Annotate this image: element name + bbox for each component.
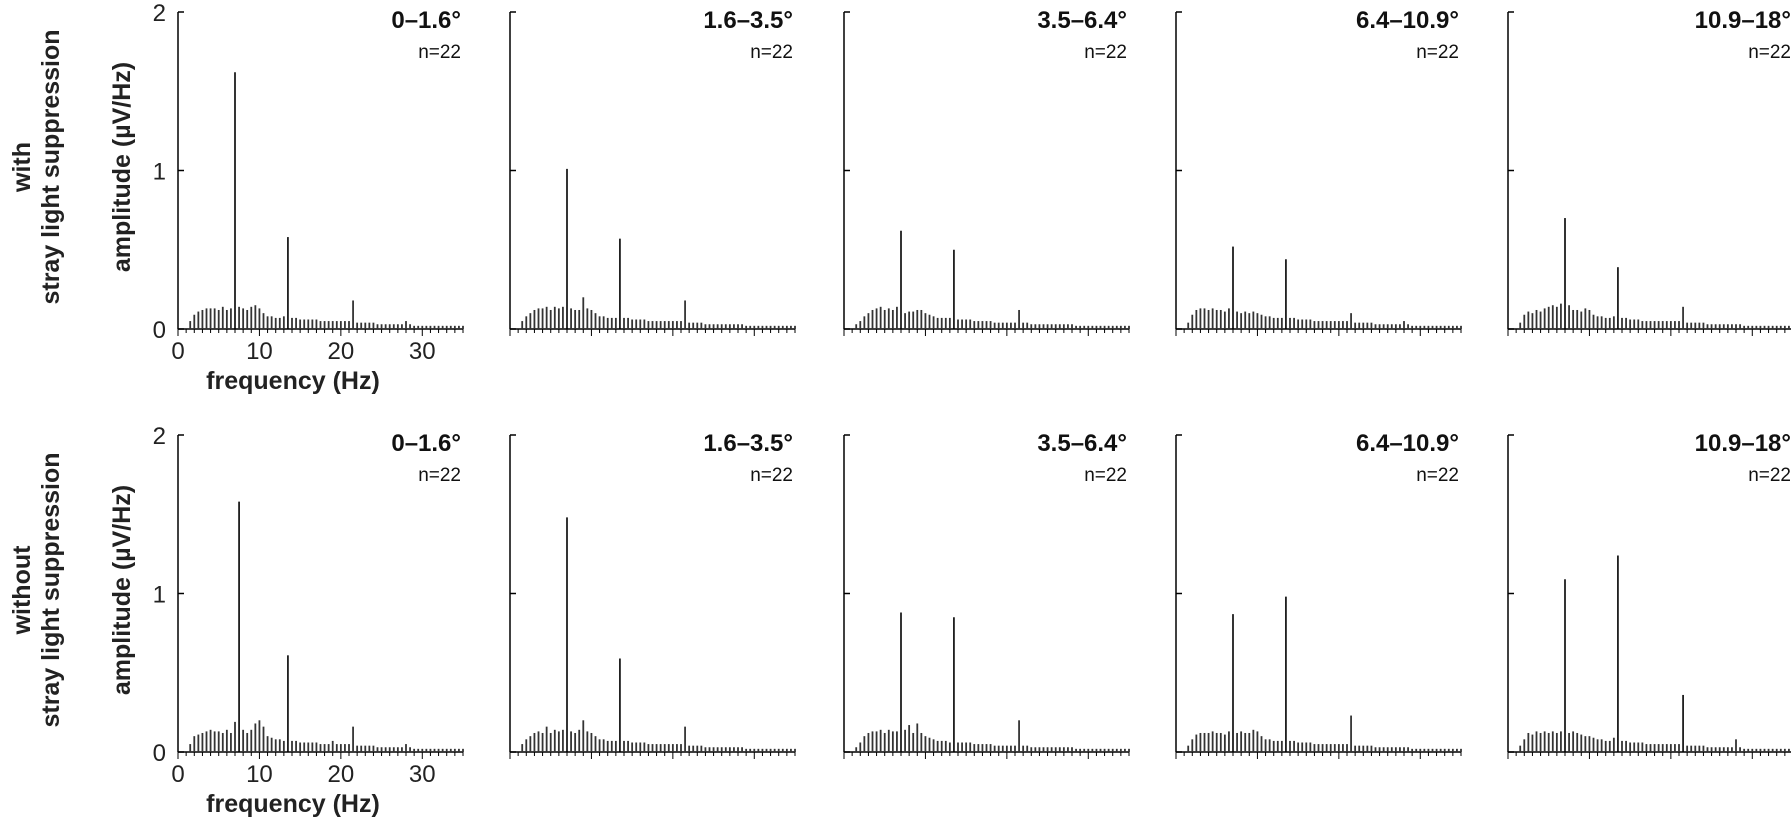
panel-0-4: 10.9–18° n=22 [1507,7,1791,336]
panel-title: 3.5–6.4° [1037,7,1127,34]
panel-title: 0–1.6° [391,430,461,457]
panel-0-2: 3.5–6.4° n=22 [843,7,1130,336]
panel-n-label: n=22 [1416,465,1459,486]
y-tick-label: 2 [153,0,166,27]
panel-title: 1.6–3.5° [703,7,793,34]
panel-1-1: 1.6–3.5° n=22 [509,430,796,759]
x-tick-label: 30 [409,338,436,365]
panel-n-label: n=22 [1084,465,1127,486]
panel-1-4: 10.9–18° n=22 [1507,430,1791,759]
row-label-line1: without [8,545,36,636]
panel-n-label: n=22 [750,465,793,486]
row-label-line2: stray light suppression [37,29,65,304]
panel-n-label: n=22 [1748,42,1791,63]
panel-1-2: 3.5–6.4° n=22 [843,430,1130,759]
row-label-0: with stray light suppression [8,29,65,304]
x-tick-label: 0 [171,338,184,365]
panel-1-3: 6.4–10.9° n=22 [1175,430,1462,759]
x-tick-label: 20 [328,338,355,365]
panel-title: 0–1.6° [391,7,461,34]
y-tick-label: 1 [153,582,166,609]
panel-title: 1.6–3.5° [703,430,793,457]
panel-title: 3.5–6.4° [1037,430,1127,457]
y-axis-label: amplitude (µV/Hz) [108,62,136,272]
panel-n-label: n=22 [418,465,461,486]
x-tick-label: 0 [171,761,184,788]
row-label-1: without stray light suppression [8,452,65,727]
row-label-line1: with [8,142,36,193]
panel-n-label: n=22 [750,42,793,63]
x-axis-label: frequency (Hz) [206,367,380,395]
y-tick-label: 2 [153,423,166,450]
panel-title: 6.4–10.9° [1356,430,1459,457]
x-axis-label: frequency (Hz) [206,790,380,818]
panel-n-label: n=22 [1748,465,1791,486]
panel-0-3: 6.4–10.9° n=22 [1175,7,1462,336]
panel-title: 10.9–18° [1695,430,1791,457]
panel-n-label: n=22 [418,42,461,63]
y-tick-label: 0 [153,740,166,767]
panel-title: 10.9–18° [1695,7,1791,34]
y-tick-label: 1 [153,159,166,186]
row-label-line2: stray light suppression [37,452,65,727]
panel-n-label: n=22 [1084,42,1127,63]
panel-n-label: n=22 [1416,42,1459,63]
y-tick-label: 0 [153,317,166,344]
x-tick-label: 10 [246,338,273,365]
x-tick-label: 10 [246,761,273,788]
y-axis-label: amplitude (µV/Hz) [108,485,136,695]
panel-title: 6.4–10.9° [1356,7,1459,34]
x-tick-label: 20 [328,761,355,788]
panel-0-1: 1.6–3.5° n=22 [509,7,796,336]
x-tick-label: 30 [409,761,436,788]
